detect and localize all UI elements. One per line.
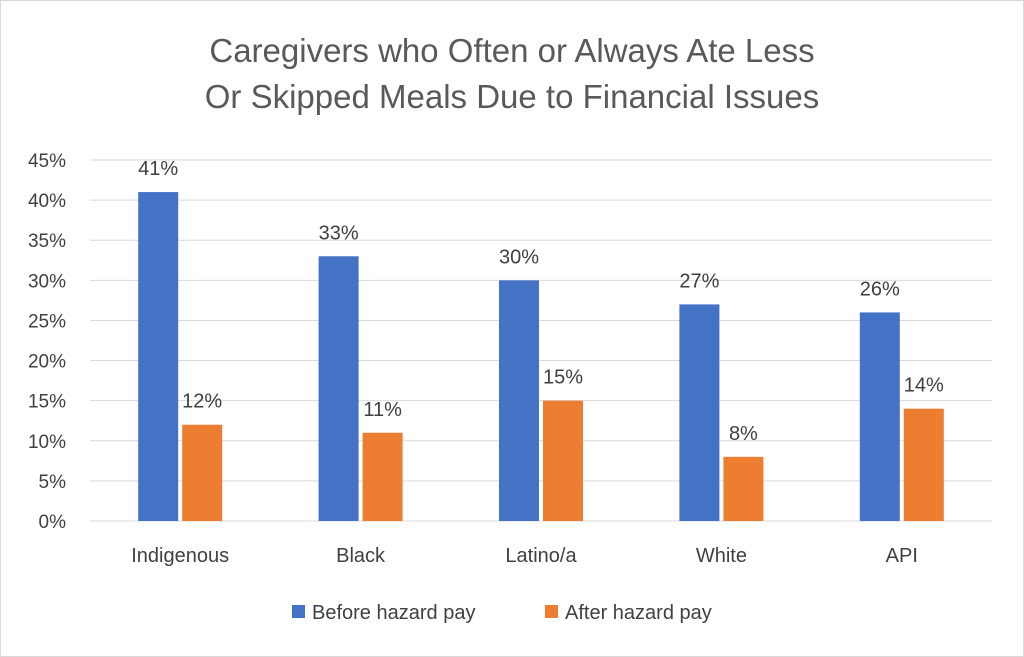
chart-title: Caregivers who Often or Always Ate Less … [0,28,1024,120]
bar-before-hazard-pay [679,304,720,521]
bar-before-hazard-pay [318,256,359,521]
legend-swatch [292,605,305,618]
category-label: API [886,545,918,567]
data-label: 8% [729,423,758,445]
y-tick-label: 10% [28,432,66,453]
data-label: 30% [499,246,539,268]
category-label: White [696,545,747,567]
chart-title-line-1: Caregivers who Often or Always Ate Less [209,32,815,69]
bar-before-hazard-pay [499,280,539,521]
y-tick-label: 15% [28,392,66,413]
legend-swatch [545,605,558,618]
data-label: 33% [319,222,359,244]
data-label: 41% [138,158,178,180]
category-label: Black [336,545,386,567]
y-tick-label: 20% [28,352,66,373]
bar-after-hazard-pay [362,432,403,521]
y-tick-label: 40% [28,191,66,212]
bar-after-hazard-pay [543,400,583,521]
y-tick-label: 0% [39,512,67,533]
data-label: 26% [860,278,900,300]
legend-label: After hazard pay [565,602,712,624]
bar-after-hazard-pay [723,456,764,521]
bar-before-hazard-pay [138,192,179,522]
chart-title-line-2: Or Skipped Meals Due to Financial Issues [204,78,820,115]
y-tick-label: 25% [28,311,66,332]
data-label: 15% [543,367,583,389]
y-tick-label: 35% [28,231,66,252]
data-label: 27% [679,270,719,292]
data-label: 14% [904,375,944,397]
y-tick-label: 5% [39,472,67,493]
y-tick-label: 30% [28,271,66,292]
category-label: Latino/a [505,545,577,567]
data-label: 12% [182,391,222,413]
bar-after-hazard-pay [903,408,944,521]
category-label: Indigenous [131,545,229,567]
bar-before-hazard-pay [859,312,900,521]
data-label: 11% [363,399,402,421]
legend-label: Before hazard pay [312,602,475,624]
bar-after-hazard-pay [182,424,223,521]
y-tick-label: 45% [28,151,66,172]
